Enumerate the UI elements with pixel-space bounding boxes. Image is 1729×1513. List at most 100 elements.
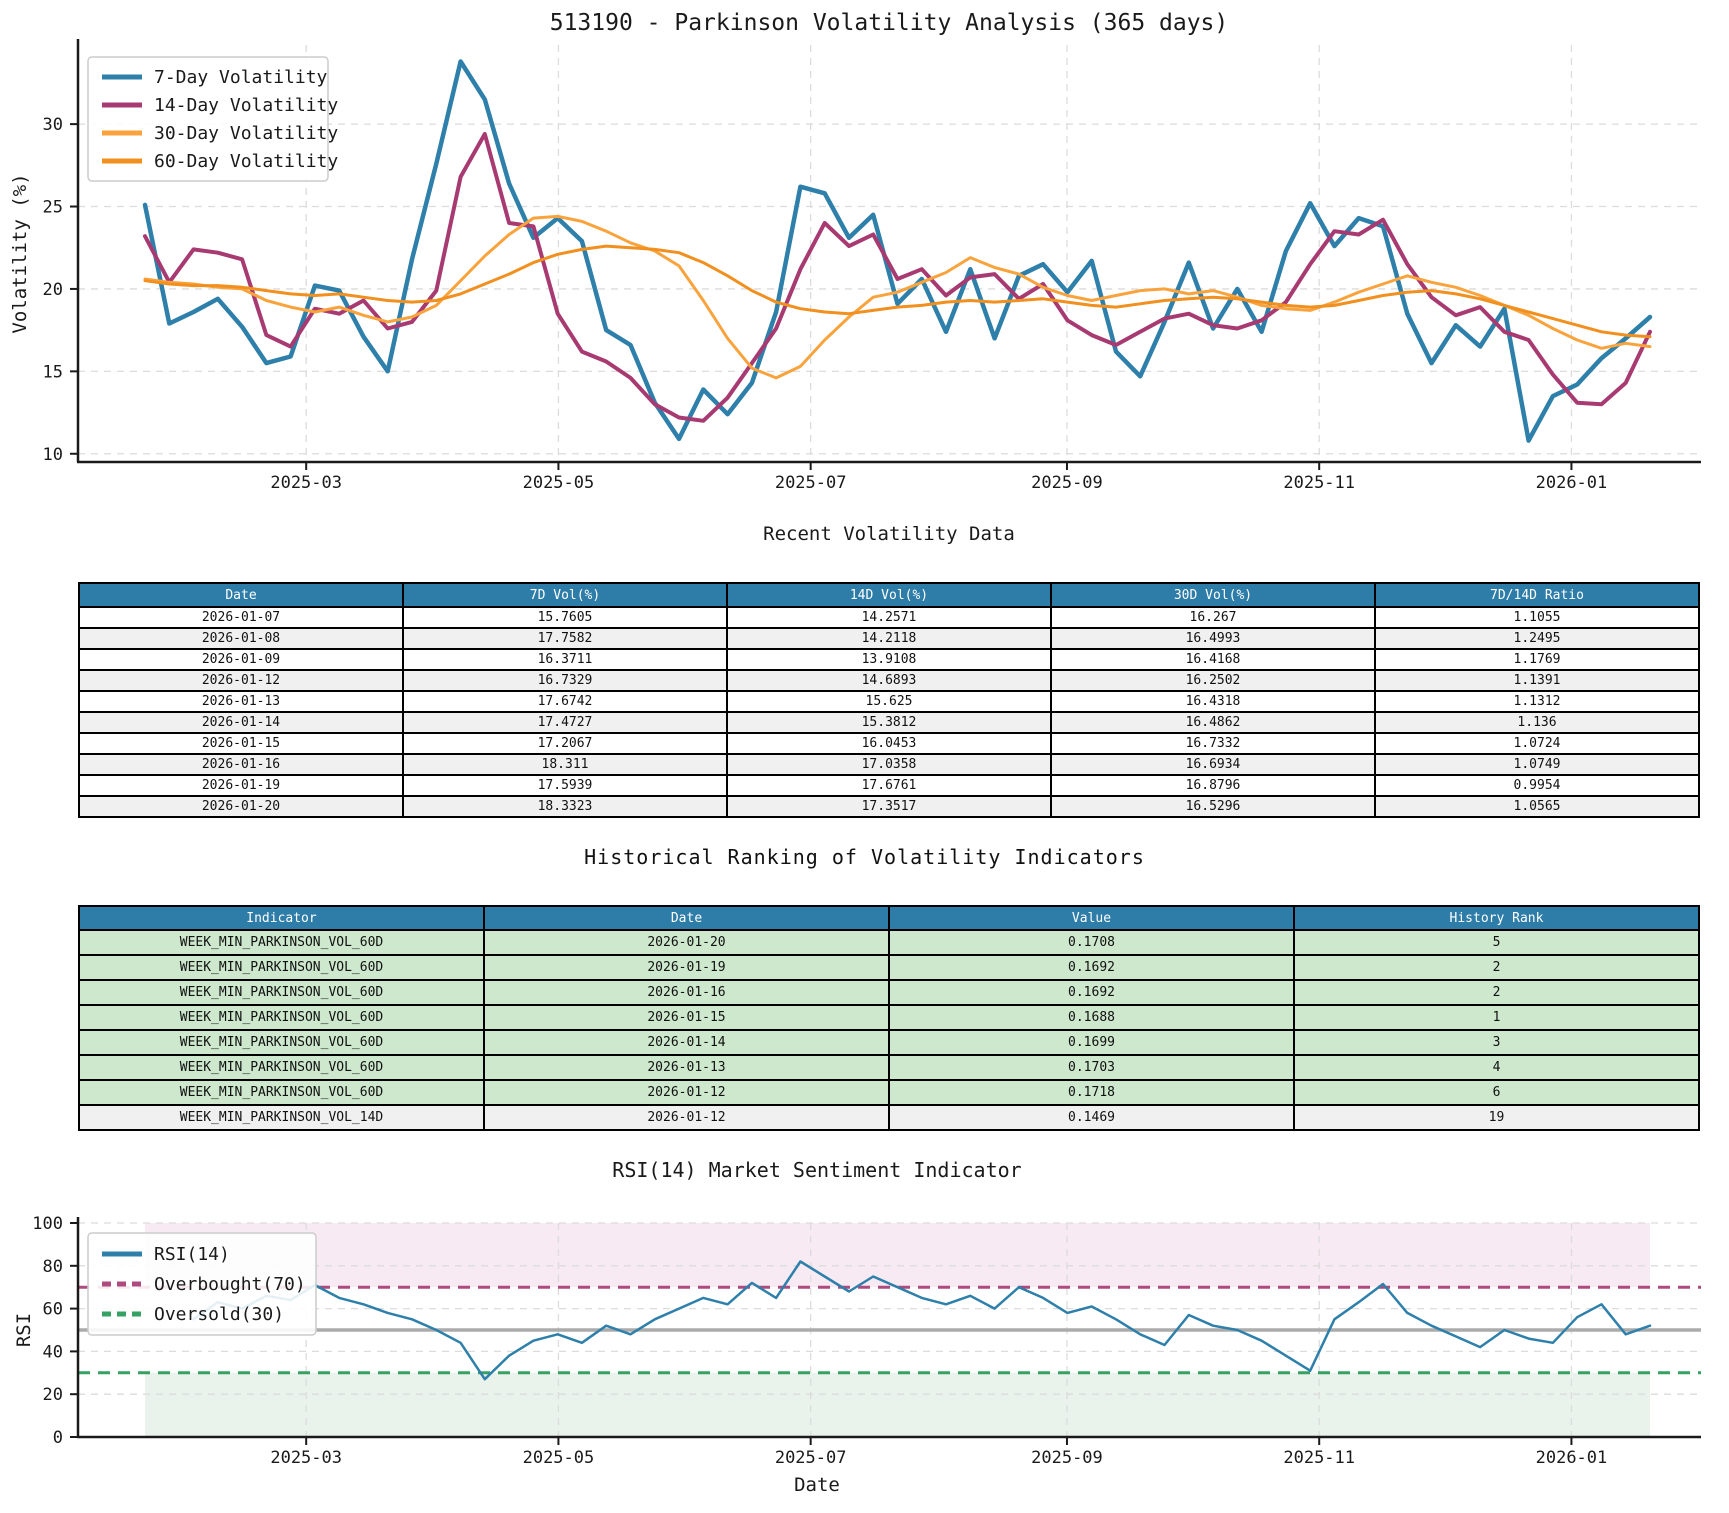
oversold-band [145, 1372, 1650, 1437]
y-tick-label: 30 [43, 115, 63, 135]
table-cell: WEEK_MIN_PARKINSON_VOL_60D [78, 1004, 485, 1031]
table-cell: 4 [1293, 1054, 1700, 1081]
table-row: 2026-01-14 17.4727 15.3812 16.4862 1.136 [78, 711, 1700, 734]
table-cell: 5 [1293, 929, 1700, 956]
table-cell: 2026-01-09 [78, 648, 404, 671]
table-cell: 0.1699 [888, 1029, 1295, 1056]
table-cell: 0.9954 [1374, 774, 1700, 797]
legend-label: 30-Day Volatility [154, 123, 338, 144]
table-cell: 0.1692 [888, 954, 1295, 981]
y-tick-label: 10 [43, 445, 63, 465]
table-cell: 0.1692 [888, 979, 1295, 1006]
table-cell: 1 [1293, 1004, 1700, 1031]
column-header: 7D Vol(%) [402, 582, 728, 608]
table-cell: WEEK_MIN_PARKINSON_VOL_60D [78, 979, 485, 1006]
table-cell: 2026-01-12 [78, 669, 404, 692]
y-tick-label: 100 [32, 1214, 63, 1234]
column-header: Indicator [78, 905, 485, 931]
table-cell: 2026-01-19 [78, 774, 404, 797]
column-header: 14D Vol(%) [726, 582, 1052, 608]
table-cell: 1.1055 [1374, 606, 1700, 629]
table-row: WEEK_MIN_PARKINSON_VOL_60D 2026-01-14 0.16… [78, 1029, 1700, 1056]
legend-box [87, 1232, 317, 1336]
table-cell: WEEK_MIN_PARKINSON_VOL_14D [78, 1104, 485, 1131]
table-row: 2026-01-15 17.2067 16.0453 16.7332 1.0724 [78, 732, 1700, 755]
table-cell: 14.2571 [726, 606, 1052, 629]
table-cell: 17.7582 [402, 627, 728, 650]
x-tick-label: 2025-05 [523, 473, 595, 493]
table-cell: 14.6893 [726, 669, 1052, 692]
x-tick-label: 2025-11 [1283, 473, 1355, 493]
table-cell: WEEK_MIN_PARKINSON_VOL_60D [78, 929, 485, 956]
recent-volatility-table: Date 7D Vol(%) 14D Vol(%) 30D Vol(%) 7D/14D … [78, 582, 1700, 818]
y-tick-label: 20 [43, 280, 63, 300]
x-tick-label: 2025-09 [1031, 1448, 1103, 1468]
rsi-chart: 2025-03 2025-05 2025-07 2025-09 2025-11 2026-… [13, 1158, 1701, 1496]
table-cell: 19 [1293, 1104, 1700, 1131]
y-tick-label: 80 [43, 1257, 63, 1277]
column-header: 7D/14D Ratio [1374, 582, 1700, 608]
table-cell: 2026-01-12 [483, 1104, 890, 1131]
table-cell: 2026-01-13 [483, 1054, 890, 1081]
y-axis-label: RSI [13, 1313, 35, 1347]
legend-box [87, 56, 329, 182]
x-tick-label: 2025-09 [1031, 473, 1103, 493]
table-cell: 1.2495 [1374, 627, 1700, 650]
table-cell: WEEK_MIN_PARKINSON_VOL_60D [78, 1054, 485, 1081]
table-row: 2026-01-07 15.7605 14.2571 16.267 1.1055 [78, 606, 1700, 629]
table-cell: 1.0749 [1374, 753, 1700, 776]
table-cell: 2026-01-08 [78, 627, 404, 650]
column-header: 30D Vol(%) [1050, 582, 1376, 608]
table-row: 2026-01-08 17.7582 14.2118 16.4993 1.2495 [78, 627, 1700, 650]
x-tick-label: 2026-01 [1536, 473, 1608, 493]
table-cell: 17.0358 [726, 753, 1052, 776]
table-row: WEEK_MIN_PARKINSON_VOL_60D 2026-01-19 0.16… [78, 954, 1700, 981]
series-30-day-volatility [143, 214, 1652, 380]
table-cell: 2026-01-15 [78, 732, 404, 755]
table-cell: WEEK_MIN_PARKINSON_VOL_60D [78, 954, 485, 981]
table-cell: 17.2067 [402, 732, 728, 755]
series-14-day-volatility [143, 132, 1652, 423]
ranking-table: Indicator Date Value History Rank WEEK_MIN_P… [78, 905, 1700, 1131]
table-cell: 17.5939 [402, 774, 728, 797]
table-cell: 2 [1293, 954, 1700, 981]
legend-label: Oversold(30) [154, 1304, 284, 1325]
table-cell: 1.1312 [1374, 690, 1700, 713]
table-cell: 0.1688 [888, 1004, 1295, 1031]
table-cell: 1.136 [1374, 711, 1700, 734]
x-tick-label: 2025-07 [775, 1448, 847, 1468]
legend-label: 7-Day Volatility [154, 67, 328, 88]
table-cell: 14.2118 [726, 627, 1052, 650]
table-cell: 16.4862 [1050, 711, 1376, 734]
volatility-chart: 2025-03 2025-05 2025-07 2025-09 2025-11 2026-… [9, 10, 1701, 545]
column-header: Date [78, 582, 404, 608]
x-axis-label: Recent Volatility Data [763, 523, 1015, 545]
chart-title: 513190 - Parkinson Volatility Analysis (… [550, 10, 1229, 36]
table-cell: 2026-01-16 [483, 979, 890, 1006]
table-cell: 16.4318 [1050, 690, 1376, 713]
x-tick-label: 2025-07 [775, 473, 847, 493]
table-cell: 15.3812 [726, 711, 1052, 734]
table-row: WEEK_MIN_PARKINSON_VOL_60D 2026-01-13 0.17… [78, 1054, 1700, 1081]
column-header: Date [483, 905, 890, 931]
table-cell: 2026-01-20 [483, 929, 890, 956]
table-cell: 16.5296 [1050, 795, 1376, 818]
chart-title: RSI(14) Market Sentiment Indicator [612, 1158, 1021, 1182]
table-cell: 1.1391 [1374, 669, 1700, 692]
column-header: Value [888, 905, 1295, 931]
table-row: 2026-01-20 18.3323 17.3517 16.5296 1.0565 [78, 795, 1700, 818]
y-tick-label: 60 [43, 1300, 63, 1320]
table-cell: 15.7605 [402, 606, 728, 629]
y-tick-label: 40 [43, 1342, 63, 1362]
overbought-band [145, 1223, 1650, 1288]
table-cell: 0.1469 [888, 1104, 1295, 1131]
table-cell: 16.0453 [726, 732, 1052, 755]
y-axis-label: Volatility (%) [9, 173, 31, 333]
y-tick-label: 25 [43, 198, 63, 218]
table-cell: 13.9108 [726, 648, 1052, 671]
table-header-row: Date 7D Vol(%) 14D Vol(%) 30D Vol(%) 7D/14D … [78, 582, 1700, 608]
table-cell: 16.7332 [1050, 732, 1376, 755]
table-row: WEEK_MIN_PARKINSON_VOL_60D 2026-01-20 0.17… [78, 929, 1700, 956]
table-cell: 16.6934 [1050, 753, 1376, 776]
